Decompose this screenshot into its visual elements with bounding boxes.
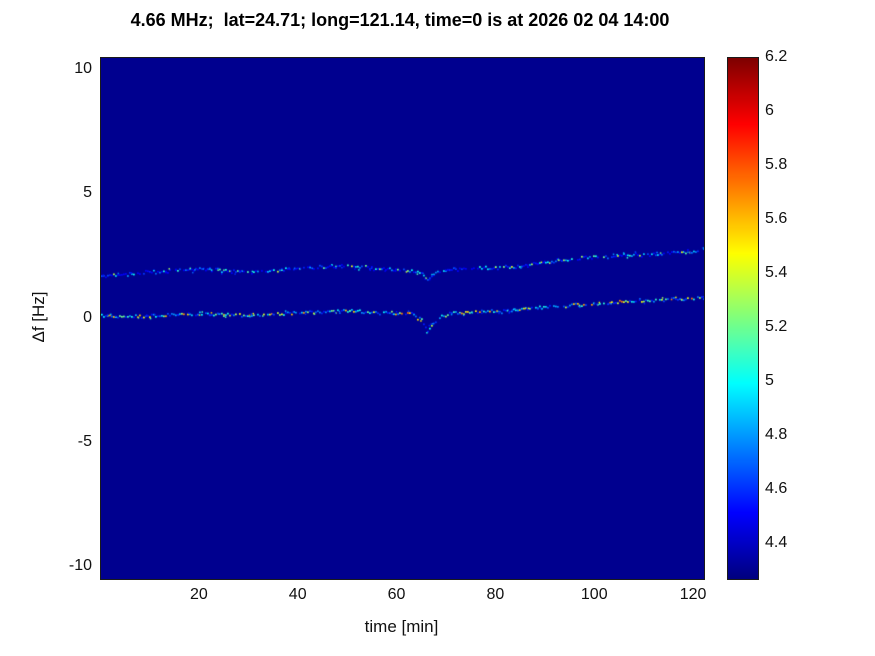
y-axis-label: Δf [Hz] <box>29 291 48 343</box>
colorbar-tick-label: 5.2 <box>765 317 788 335</box>
heatmap-canvas <box>100 57 705 580</box>
y-tick-label: 10 <box>74 60 92 78</box>
x-tick-label: 20 <box>189 586 208 603</box>
y-tick-label: 5 <box>83 184 92 202</box>
x-tick-label: 60 <box>387 586 406 603</box>
colorbar-tick-label: 4.8 <box>765 425 788 443</box>
x-tick-label: 40 <box>288 586 307 603</box>
colorbar-tick-label: 5.4 <box>765 263 788 281</box>
colorbar-tick-label: 5.8 <box>765 155 788 173</box>
chart-title: 4.66 MHz; lat=24.71; long=121.14, time=0… <box>130 10 670 30</box>
y-tick-label: 0 <box>83 308 92 326</box>
y-tick-label: -5 <box>77 432 92 450</box>
colorbar-tick-label: 4.6 <box>765 479 788 497</box>
colorbar-canvas <box>727 57 759 580</box>
colorbar-tick-label: 5 <box>765 371 774 389</box>
x-tick-label: 80 <box>486 586 505 603</box>
colorbar-tick-label: 6.2 <box>765 48 788 65</box>
x-axis-label: time [min] <box>364 617 439 636</box>
colorbar-tick-label: 6 <box>765 101 774 119</box>
y-tick-label: -10 <box>68 556 92 574</box>
x-tick-label: 100 <box>580 586 608 603</box>
colorbar-tick-label: 4.4 <box>765 533 788 551</box>
colorbar-tick-label: 5.6 <box>765 209 788 227</box>
x-tick-label: 120 <box>679 586 707 603</box>
